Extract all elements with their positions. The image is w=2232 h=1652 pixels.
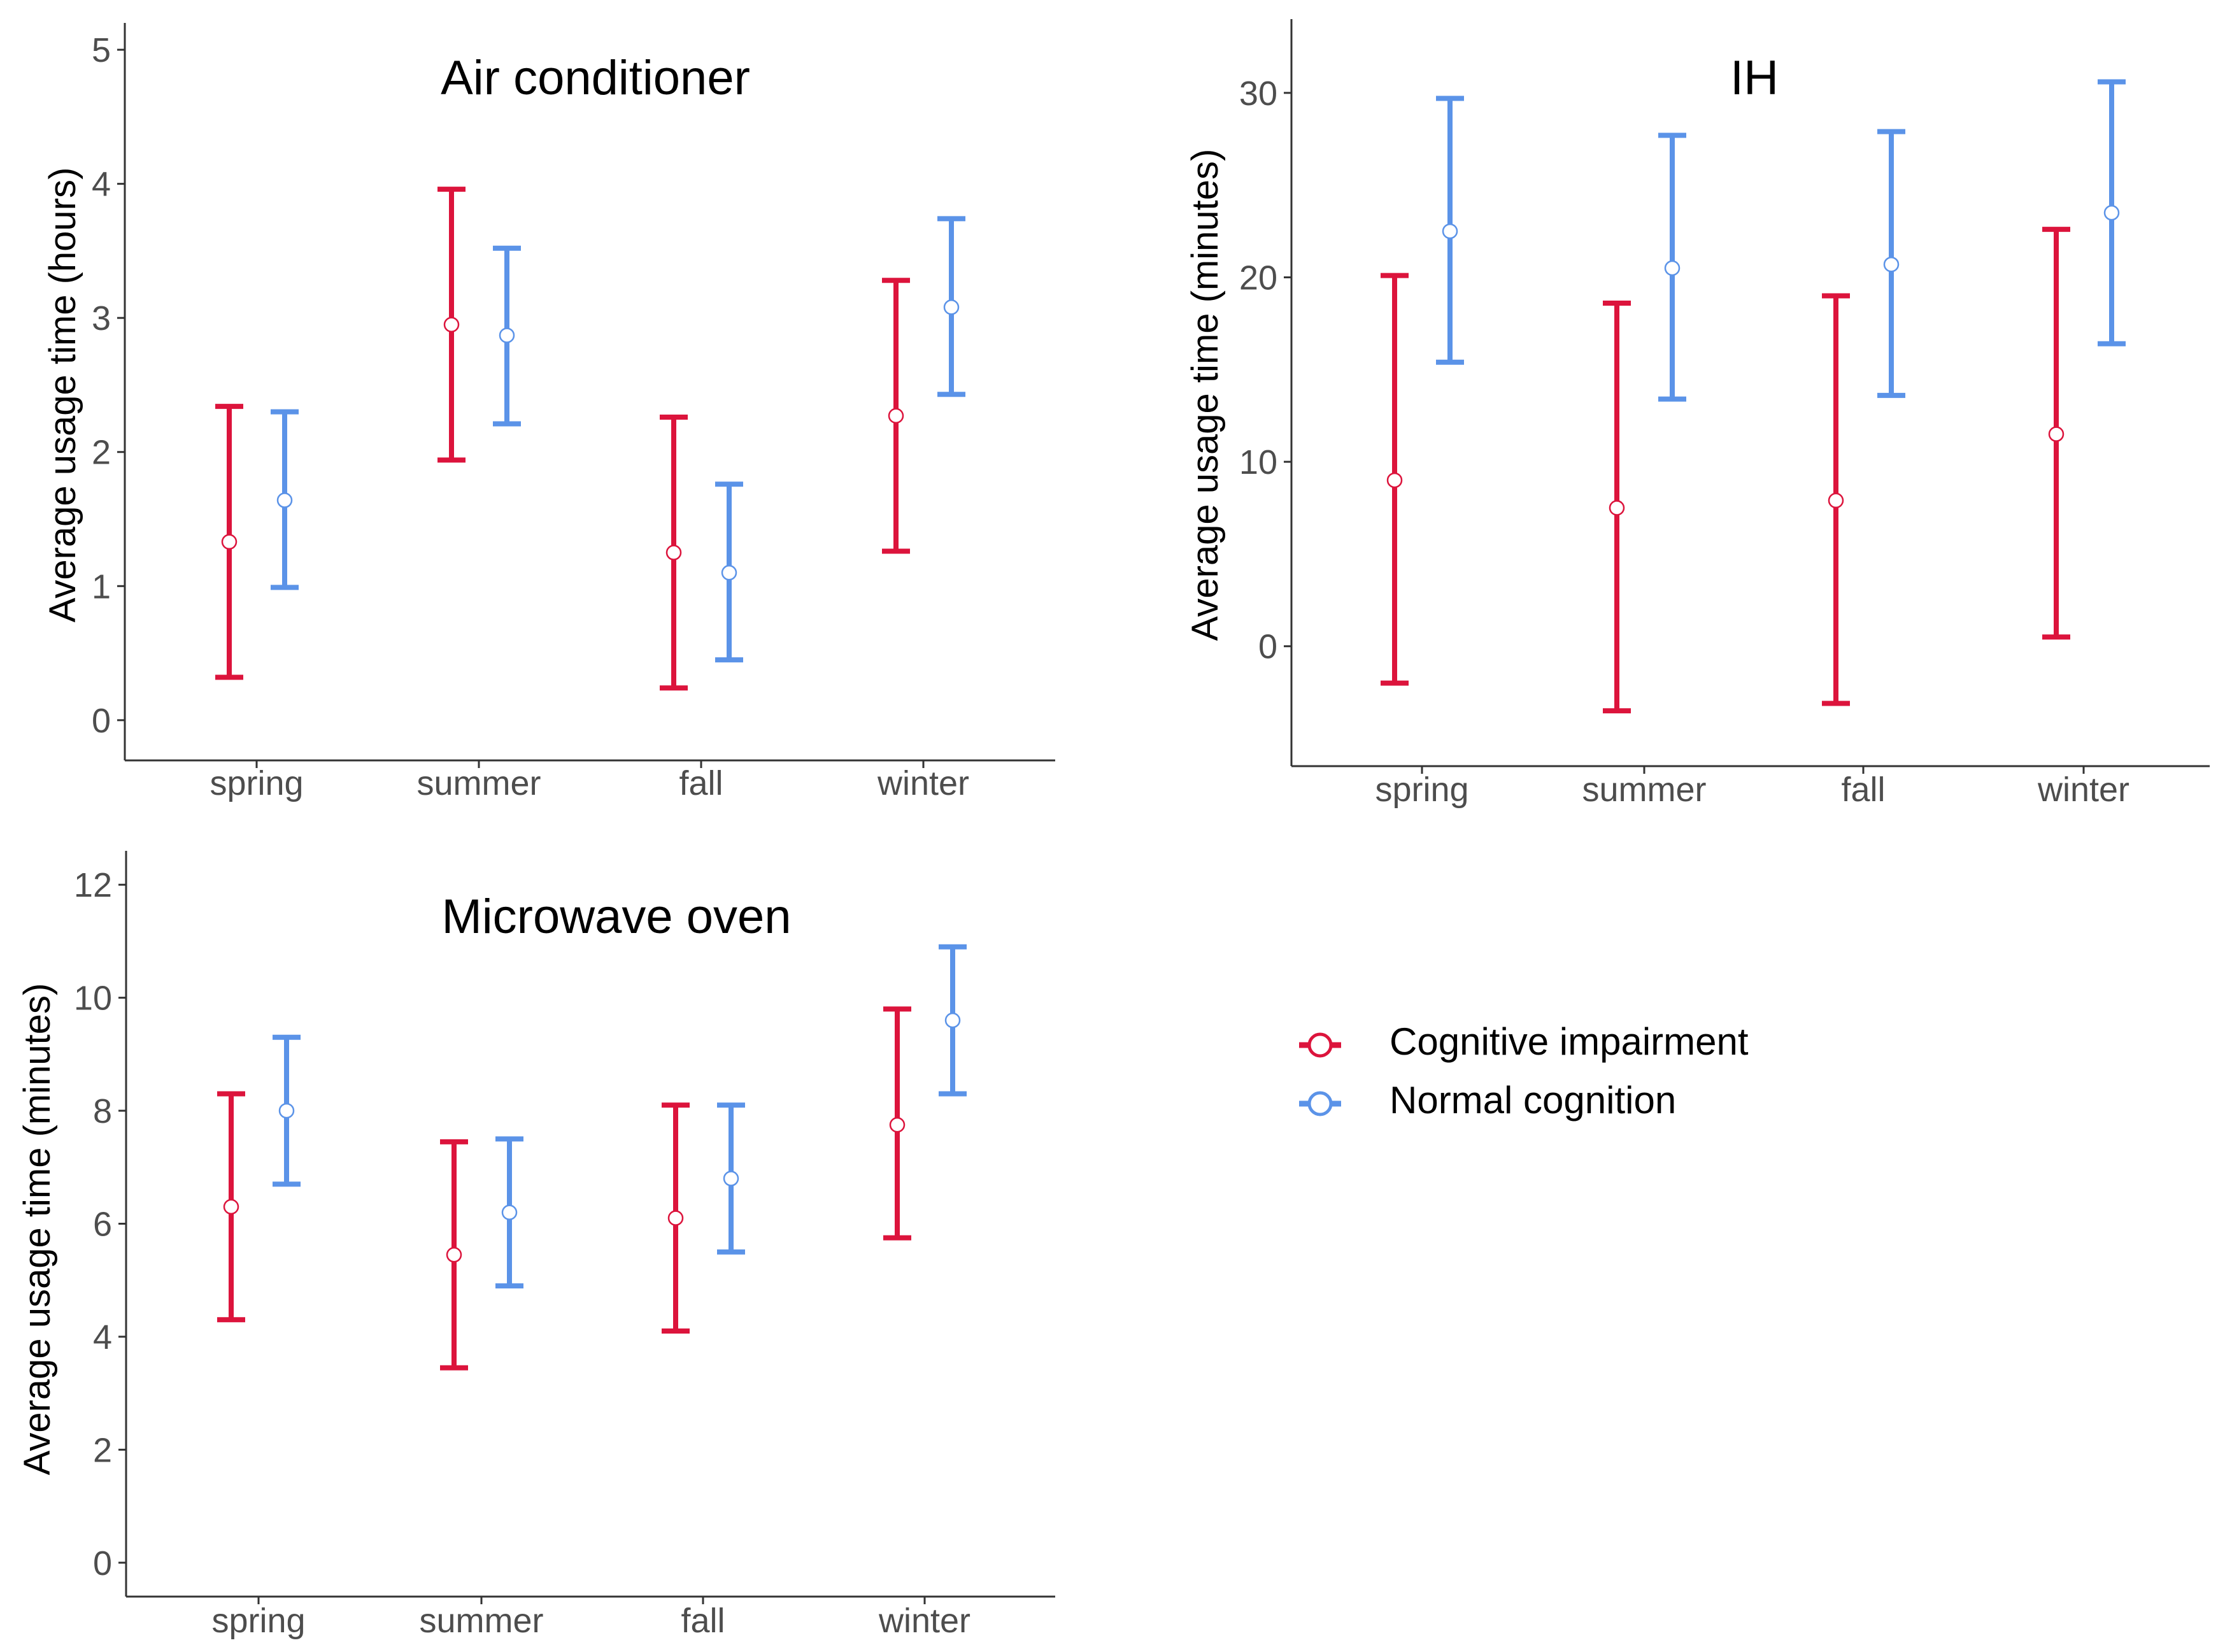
legend-item-normal-cognition: Normal cognition [1299,1079,1676,1122]
mean-point [1883,256,1900,273]
mean-point [1442,223,1458,239]
errorbar-normal-cognition-winter [937,216,965,397]
y-tick-label: 0 [93,1544,112,1583]
y-tick-label: 30 [1239,75,1277,113]
y-tick-label: 4 [93,1318,112,1356]
panel-title: Microwave oven [441,890,791,944]
errorbar-cognitive-impairment-winter [882,278,910,554]
x-tick-label-winter: winter [877,764,969,802]
errorbar-cognitive-impairment-spring [215,404,243,680]
x-tick-label-fall: fall [1841,771,1885,809]
mean-point [889,1117,906,1133]
mean-point [723,1171,739,1186]
y-tick-label: 20 [1239,259,1277,297]
errorbar-cognitive-impairment-fall [660,415,688,691]
errorbar-cognitive-impairment-spring [217,1091,245,1323]
y-tick-label: 4 [92,166,111,204]
mean-point [443,317,460,332]
mean-point [888,408,904,424]
panel-title: IH [1730,51,1779,105]
errorbar-normal-cognition-fall [717,1102,745,1255]
x-tick-label-summer: summer [1582,771,1706,809]
mean-point [1386,472,1403,488]
errorbar-cognitive-impairment-winter [2042,227,2070,640]
x-tick-label-spring: spring [211,1602,305,1640]
errorbar-normal-cognition-fall [715,481,743,663]
y-tick-label: 12 [74,866,112,904]
errorbar-cognitive-impairment-fall [662,1102,690,1334]
y-axis-title: Average usage time (hours) [42,167,83,623]
legend-key-point [1307,1032,1333,1058]
mean-point [2048,426,2065,442]
mean-point [665,545,682,560]
legend-label: Normal cognition [1390,1079,1676,1122]
errorbar-cognitive-impairment-spring [1381,273,1409,686]
errorbar-normal-cognition-winter [939,944,967,1097]
errorbar-cognitive-impairment-summer [1603,301,1631,714]
errorbar-normal-cognition-summer [1658,132,1686,402]
x-tick-label-spring: spring [210,764,303,802]
panel-ih: IH Average usage time (minutes) 0 10 20 30 s… [1184,19,2210,809]
y-tick-label: 6 [93,1206,112,1244]
errorbar-normal-cognition-summer [495,1136,523,1289]
errorbar-cognitive-impairment-winter [883,1006,911,1241]
x-tick-label-fall: fall [679,764,723,802]
y-tick-label: 10 [1239,443,1277,481]
errorbar-normal-cognition-summer [493,245,521,427]
y-tick-label: 10 [74,979,112,1018]
mean-point [446,1247,462,1263]
y-tick-label: 3 [92,299,111,338]
mean-point [2103,204,2120,221]
errorbar-normal-cognition-spring [273,1034,301,1187]
mean-point [1664,260,1681,276]
mean-point [1828,492,1844,509]
mean-point [278,1102,295,1119]
y-tick-label: 5 [92,31,111,69]
y-tick-label: 0 [1258,628,1277,666]
mean-point [943,299,960,315]
panel-microwave-oven: Microwave oven Average usage time (minut… [17,851,1055,1640]
y-tick-label: 2 [92,434,111,472]
y-tick-label: 1 [92,567,111,606]
mean-point [667,1210,684,1226]
panel-air-conditioner: Air conditioner Average usage time (hour… [42,23,1055,802]
errorbar-normal-cognition-winter [2098,79,2126,346]
errorbar-cognitive-impairment-summer [437,187,466,463]
mean-point [721,564,737,581]
y-tick-label: 0 [92,702,111,740]
errorbar-normal-cognition-fall [1877,129,1905,398]
legend: Cognitive impairment Normal cognition [1299,1020,1749,1122]
y-tick-label: 2 [93,1431,112,1469]
errorbar-normal-cognition-spring [271,409,299,590]
y-axis-title: Average usage time (minutes) [1184,149,1226,641]
mean-point [944,1012,961,1029]
legend-key-point [1307,1091,1333,1116]
mean-point [223,1199,239,1215]
mean-point [1609,500,1625,516]
mean-point [276,492,293,508]
x-tick-label-fall: fall [681,1602,725,1640]
x-tick-label-winter: winter [2037,771,2129,809]
x-tick-label-summer: summer [419,1602,543,1640]
mean-point [499,327,515,343]
errorbar-cognitive-impairment-fall [1822,293,1850,706]
legend-item-cognitive-impairment: Cognitive impairment [1299,1020,1749,1063]
errorbar-normal-cognition-spring [1436,96,1464,365]
y-axis-title: Average usage time (minutes) [17,983,58,1476]
mean-point [221,534,238,550]
y-tick-label: 8 [93,1092,112,1130]
x-tick-label-winter: winter [878,1602,970,1640]
legend-label: Cognitive impairment [1390,1020,1749,1063]
panel-title: Air conditioner [441,51,750,105]
mean-point [501,1204,518,1221]
errorbar-cognitive-impairment-summer [440,1139,468,1371]
x-tick-label-spring: spring [1375,771,1468,809]
x-tick-label-summer: summer [416,764,541,802]
